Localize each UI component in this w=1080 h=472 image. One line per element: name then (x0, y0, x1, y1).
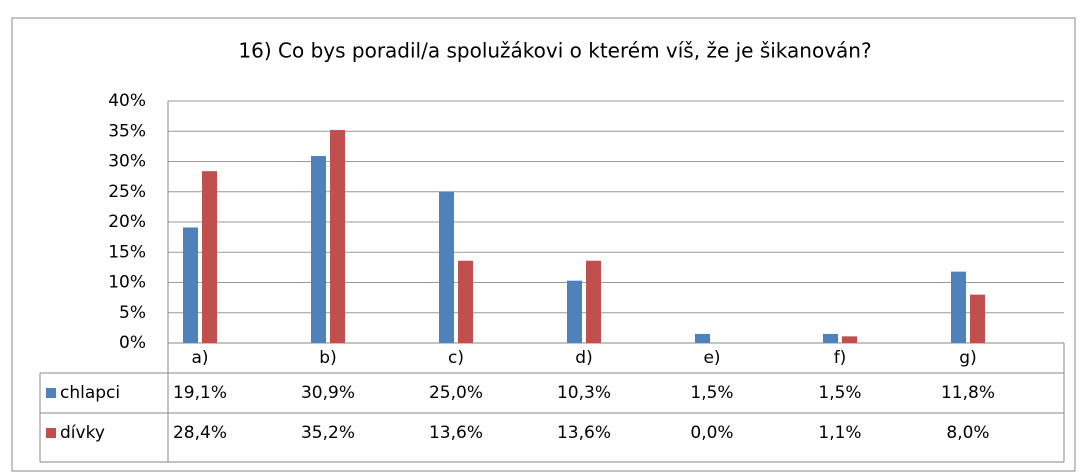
x-tick-label: d) (575, 348, 592, 368)
value-label: 1,5% (690, 383, 733, 403)
value-label: 10,3% (557, 383, 611, 403)
legend-label: chlapci (60, 383, 120, 403)
y-tick-label: 15% (108, 242, 146, 262)
y-tick-label: 0% (119, 333, 146, 353)
bar (202, 171, 217, 343)
x-tick-label: e) (703, 348, 720, 368)
value-label: 0,0% (690, 423, 733, 443)
bar (183, 227, 198, 343)
bar (823, 333, 838, 343)
x-tick-label: g) (959, 348, 976, 368)
value-label: 28,4% (173, 423, 227, 443)
bar (695, 333, 710, 343)
value-label: 19,1% (173, 383, 227, 403)
x-tick-label: c) (448, 348, 464, 368)
x-tick-label: a) (191, 348, 208, 368)
y-tick-label: 20% (108, 212, 146, 232)
bar (951, 271, 966, 343)
bar (439, 191, 454, 343)
value-label: 13,6% (429, 423, 483, 443)
legend-swatch (46, 388, 56, 398)
value-label: 25,0% (429, 383, 483, 403)
value-label: 11,8% (941, 383, 995, 403)
x-tick-label: f) (834, 348, 847, 368)
value-label: 8,0% (946, 423, 989, 443)
bar (842, 336, 857, 343)
bar (970, 294, 985, 343)
value-label: 1,1% (818, 423, 861, 443)
y-tick-label: 25% (108, 182, 146, 202)
legend-swatch (46, 428, 56, 438)
value-label: 30,9% (301, 383, 355, 403)
chart-frame (11, 17, 1076, 472)
y-tick-label: 30% (108, 152, 146, 172)
bar (311, 156, 326, 343)
y-tick-label: 5% (119, 303, 146, 323)
value-label: 35,2% (301, 423, 355, 443)
bar (330, 130, 345, 343)
value-label: 1,5% (818, 383, 861, 403)
y-tick-label: 40% (108, 91, 146, 111)
bar (586, 260, 601, 343)
legend-label: dívky (60, 423, 105, 443)
y-tick-label: 35% (108, 121, 146, 141)
bar (567, 280, 582, 343)
bar (458, 260, 473, 343)
chart-title: 16) Co bys poradil/a spolužákovi o které… (238, 39, 871, 63)
y-tick-label: 10% (108, 273, 146, 293)
value-label: 13,6% (557, 423, 611, 443)
x-tick-label: b) (319, 348, 336, 368)
